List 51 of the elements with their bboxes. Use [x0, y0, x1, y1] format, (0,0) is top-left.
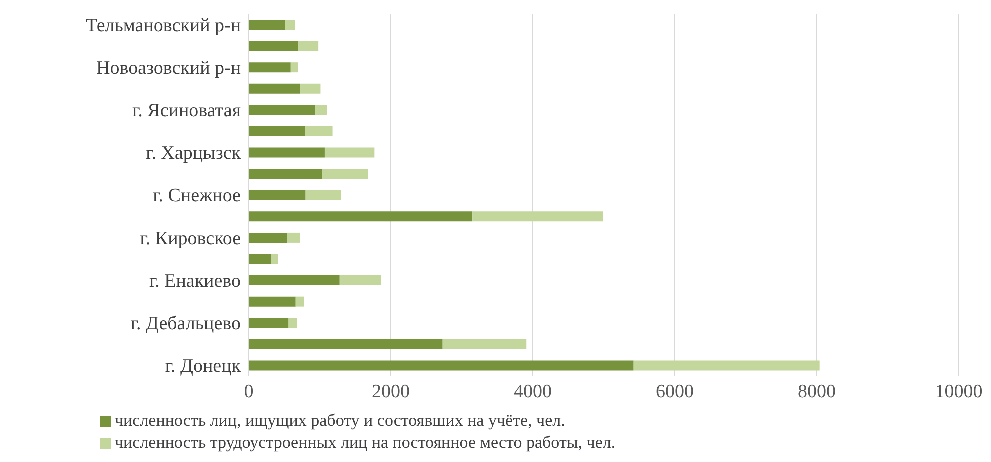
bar: [249, 62, 291, 73]
y-tick-label: г. Ясиноватая: [132, 100, 242, 122]
y-tick-label: Тельмановский р-н: [86, 15, 241, 36]
bar: [249, 169, 322, 180]
bar: [472, 212, 604, 222]
bar: [249, 20, 286, 30]
y-tick-label: г. Енакиево: [149, 270, 241, 292]
y-tick-label: г. Донецк: [165, 356, 242, 378]
bar: [249, 148, 325, 158]
x-tick-label: 6000: [656, 381, 694, 402]
bar: [249, 190, 306, 200]
bar: [249, 105, 316, 116]
bar: [249, 126, 306, 136]
bar: [315, 105, 328, 116]
bar: [340, 276, 382, 286]
bar: [442, 339, 527, 350]
legend-label: численность лиц, ищущих работу и состоявших на учёте, чел.: [115, 410, 566, 432]
bar: [296, 296, 304, 307]
y-tick-label: г. Снежное: [153, 186, 241, 207]
bar: [305, 126, 333, 136]
y-tick-label: Новоазовский р-н: [96, 58, 241, 79]
bar: [298, 41, 319, 52]
bar: [249, 296, 296, 307]
bar: [287, 232, 300, 243]
y-tick-label: г. Кировское: [140, 228, 241, 250]
bar: [249, 339, 443, 350]
bar: [249, 41, 299, 52]
bar: [249, 276, 340, 286]
x-tick-label: 2000: [372, 381, 410, 402]
y-tick-label: г. Харцызск: [146, 143, 242, 164]
bar: [249, 212, 473, 222]
bar: [285, 20, 296, 30]
bar: [249, 254, 272, 264]
x-tick-label: 10000: [935, 381, 983, 402]
x-tick-label: 8000: [798, 381, 836, 402]
y-tick-label: г. Дебальцево: [130, 314, 241, 335]
bar: [322, 169, 368, 180]
bar: [249, 84, 300, 94]
bar: [272, 254, 278, 264]
bar: [290, 62, 298, 73]
x-tick-label: 0: [244, 381, 254, 402]
bar: [634, 360, 820, 371]
bar: [249, 360, 634, 371]
legend-label: численность трудоустроенных лиц на постоянное место работы, чел.: [115, 432, 616, 454]
bar: [249, 318, 289, 328]
bar: [306, 190, 342, 200]
bar: [249, 232, 288, 243]
bar: [288, 318, 298, 328]
bar: [300, 84, 321, 94]
x-tick-label: 4000: [514, 381, 552, 402]
bar: [324, 148, 375, 158]
